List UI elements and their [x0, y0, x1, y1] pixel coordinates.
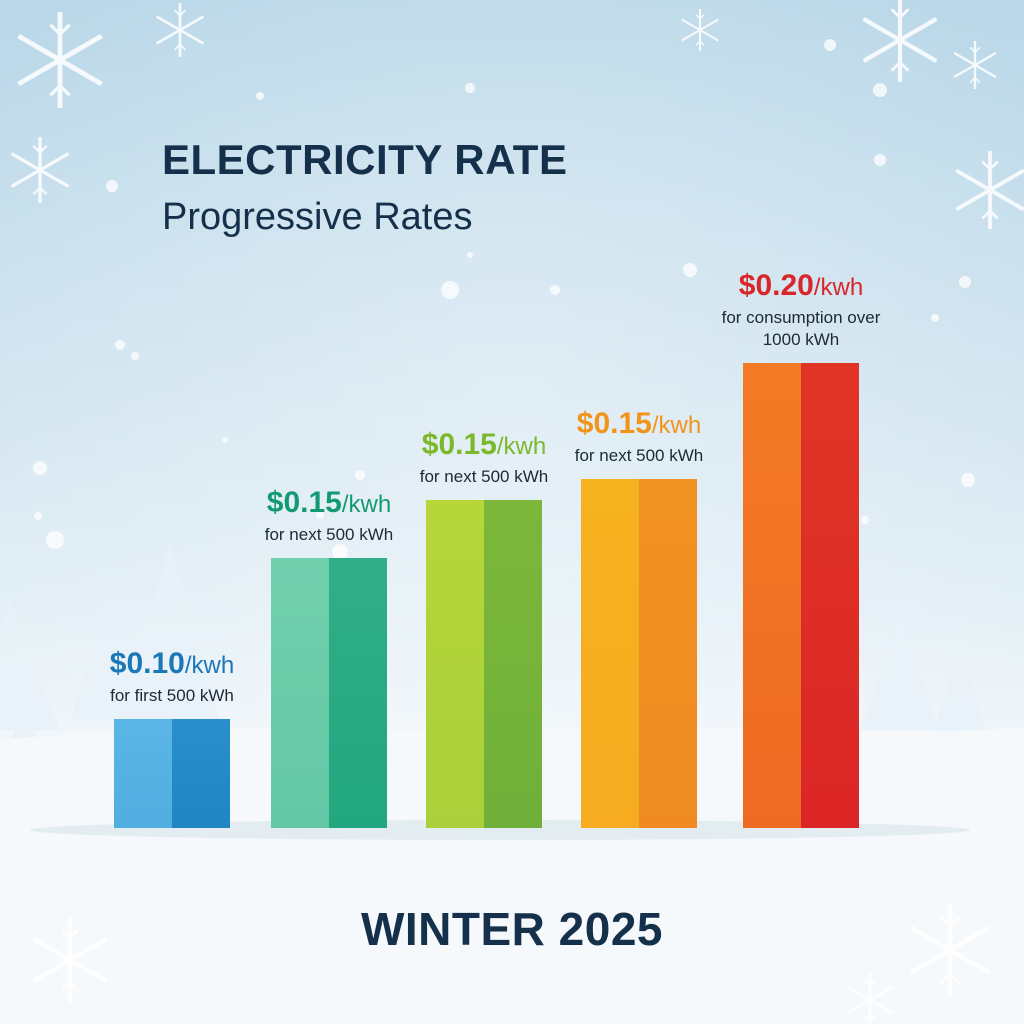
bar-3: [426, 500, 542, 828]
chart-title: ELECTRICITY RATE: [162, 136, 568, 183]
bar-3-tier-label: for next 500 kWh: [419, 467, 549, 486]
season-label: WINTER 2025: [360, 903, 664, 955]
price-unit: /kwh: [496, 433, 547, 460]
bar-4-tier-label: for next 500 kWh: [574, 446, 704, 465]
bar-1-tier-label: for first 500 kWh: [110, 686, 234, 705]
price-unit: /kwh: [184, 652, 235, 679]
bar-3-shade: [426, 500, 542, 828]
price-value: $0.20: [738, 269, 814, 302]
bar-5-tier-label: for consumption over 1000 kWh: [721, 308, 881, 349]
price-value: $0.10: [109, 647, 185, 680]
chart-subtitle: Progressive Rates: [162, 196, 473, 238]
price-value: $0.15: [576, 407, 652, 440]
bar-1: [114, 719, 230, 828]
bar-4-shade: [581, 479, 697, 828]
bar-4-price-label: $0.15/kwh: [529, 407, 749, 443]
price-unit: /kwh: [341, 491, 392, 518]
bar-3-price-label: $0.15/kwh: [374, 428, 594, 464]
bar-1-price-label: $0.10/kwh: [62, 647, 282, 683]
price-value: $0.15: [421, 428, 497, 461]
bar-5-shade: [743, 363, 859, 828]
bar-4: [581, 479, 697, 828]
bar-2-price-label: $0.15/kwh: [219, 486, 439, 522]
bar-1-shade: [114, 719, 230, 828]
price-unit: /kwh: [813, 274, 864, 301]
bar-5-price-label: $0.20/kwh: [691, 269, 911, 305]
price-unit: /kwh: [651, 412, 702, 439]
bar-5: [743, 363, 859, 828]
bar-2-shade: [271, 558, 387, 828]
bar-2-tier-label: for next 500 kWh: [264, 525, 394, 544]
price-value: $0.15: [266, 486, 342, 519]
bar-2: [271, 558, 387, 828]
